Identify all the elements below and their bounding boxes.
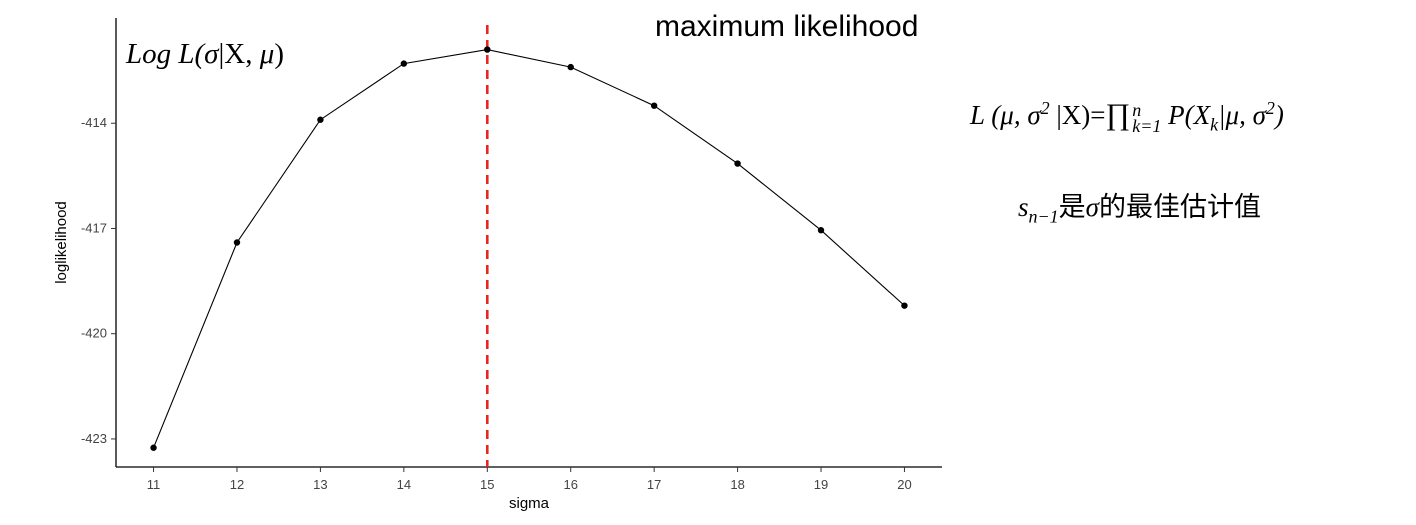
estimator-s: s (1018, 192, 1029, 222)
annotation-x: X (224, 38, 246, 70)
data-point (400, 60, 408, 67)
data-point (317, 116, 324, 123)
x-tick-label: 14 (397, 477, 411, 492)
estimator-sigma: σ (1085, 192, 1099, 222)
formula-lhs-exponent: 2 (1040, 98, 1050, 118)
annotation-sigma: σ (204, 38, 219, 70)
formula-rhs-rest: |μ, σ (1218, 100, 1266, 130)
likelihood-formula: L (μ, σ2 |X)=∏ n k=1 P(Xk|μ, σ2) (970, 98, 1284, 135)
product-upper-limit: n (1132, 99, 1142, 120)
x-tick-label: 17 (647, 477, 661, 492)
series-line (153, 49, 905, 448)
y-tick-label: -420 (81, 326, 107, 341)
x-axis-title: sigma (509, 495, 550, 512)
formula-rhs: P(X (1161, 100, 1211, 130)
formula-lhs: L (μ, σ (970, 100, 1041, 130)
x-tick-label: 13 (313, 477, 327, 492)
x-tick-label: 11 (147, 477, 161, 492)
y-tick-label: -414 (81, 115, 107, 130)
estimator-text-is: 是 (1058, 192, 1086, 223)
x-tick-label: 12 (230, 477, 244, 492)
annotation-bar: | (218, 38, 225, 70)
product-lower-limit: k=1 (1132, 115, 1162, 136)
data-point (484, 46, 491, 53)
x-tick-label: 19 (814, 477, 828, 492)
formula-rhs-end: ) (1274, 100, 1284, 130)
x-tick-label: 16 (563, 477, 577, 492)
data-point (150, 444, 157, 451)
annotation-close: ) (274, 38, 284, 70)
estimator-subscript: n−1 (1028, 206, 1059, 227)
estimator-text-best: 的最佳估计值 (1099, 192, 1261, 223)
data-point (233, 239, 241, 246)
x-tick-label: 20 (897, 477, 911, 492)
annotation-comma: , (245, 38, 260, 70)
annotation-part: Log L( (126, 38, 205, 70)
product-symbol: ∏ (1105, 98, 1131, 131)
data-point (817, 227, 825, 234)
estimator-note: sn−1是σ的最佳估计值 (1018, 185, 1261, 227)
formula-rhs-subscript: k (1210, 114, 1219, 135)
chart-title: maximum likelihood (655, 10, 919, 43)
formula-lhs-rest: |X)= (1049, 100, 1106, 130)
annotation-mu: μ (259, 38, 275, 70)
x-tick-label: 15 (480, 477, 494, 492)
y-tick-label: -423 (81, 431, 107, 446)
formula-rhs-exponent: 2 (1265, 98, 1275, 118)
data-point (567, 63, 574, 71)
log-likelihood-annotation: Log L(σ|X, μ) (126, 38, 284, 71)
y-tick-label: -417 (81, 220, 107, 235)
data-point (734, 160, 741, 167)
data-point (650, 102, 658, 109)
data-point (901, 302, 908, 309)
x-tick-label: 18 (730, 477, 744, 492)
y-axis-title: loglikelihood (53, 201, 70, 284)
